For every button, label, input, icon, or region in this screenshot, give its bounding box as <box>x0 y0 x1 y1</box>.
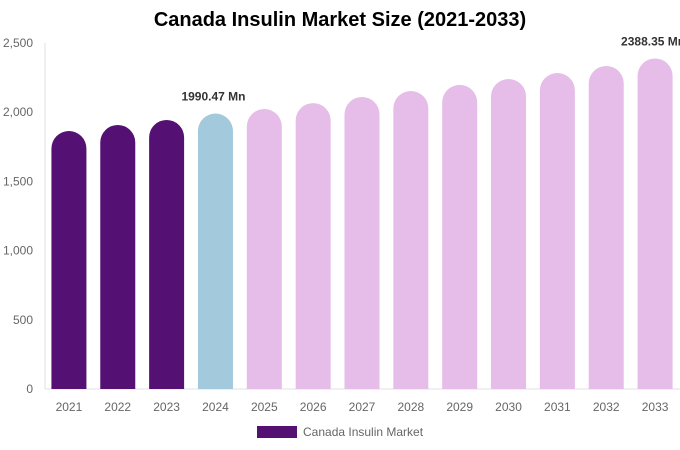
bar-2030 <box>491 78 527 389</box>
y-tick-label: 1,000 <box>3 244 33 258</box>
x-tick-label: 2032 <box>593 400 620 414</box>
bar-2032 <box>588 65 624 389</box>
y-tick-label: 500 <box>13 313 33 327</box>
y-tick-label: 1,500 <box>3 174 33 188</box>
bar-2027 <box>344 96 380 389</box>
bar-2028 <box>393 91 429 389</box>
bar-2021 <box>51 131 87 389</box>
x-tick-label: 2029 <box>446 400 473 414</box>
legend[interactable]: Canada Insulin Market <box>257 425 423 439</box>
bar-2033 <box>637 58 673 390</box>
bar-2023 <box>149 119 185 390</box>
x-tick-label: 2021 <box>56 400 83 414</box>
bar-2029 <box>442 84 478 389</box>
data-label: 1990.47 Mn <box>181 90 245 104</box>
legend-label: Canada Insulin Market <box>303 425 424 439</box>
bar-2026 <box>295 103 331 389</box>
x-tick-label: 2028 <box>397 400 424 414</box>
x-tick-label: 2024 <box>202 400 229 414</box>
x-tick-label: 2025 <box>251 400 278 414</box>
y-tick-label: 2,500 <box>3 36 33 50</box>
x-tick-label: 2030 <box>495 400 522 414</box>
bar-2031 <box>539 73 575 389</box>
data-label: 2388.35 Mn <box>621 34 680 48</box>
x-tick-label: 2026 <box>300 400 327 414</box>
y-tick-label: 0 <box>26 382 33 396</box>
x-tick-label: 2023 <box>153 400 180 414</box>
bar-2024 <box>197 113 233 389</box>
chart-title: Canada Insulin Market Size (2021-2033) <box>153 9 527 31</box>
x-tick-label: 2033 <box>642 400 669 414</box>
x-tick-label: 2031 <box>544 400 571 414</box>
bar-2025 <box>246 109 282 390</box>
x-tick-label: 2027 <box>349 400 376 414</box>
bar-2022 <box>100 124 136 389</box>
legend-swatch <box>257 426 297 438</box>
y-tick-label: 2,000 <box>3 105 33 119</box>
x-tick-label: 2022 <box>104 400 131 414</box>
